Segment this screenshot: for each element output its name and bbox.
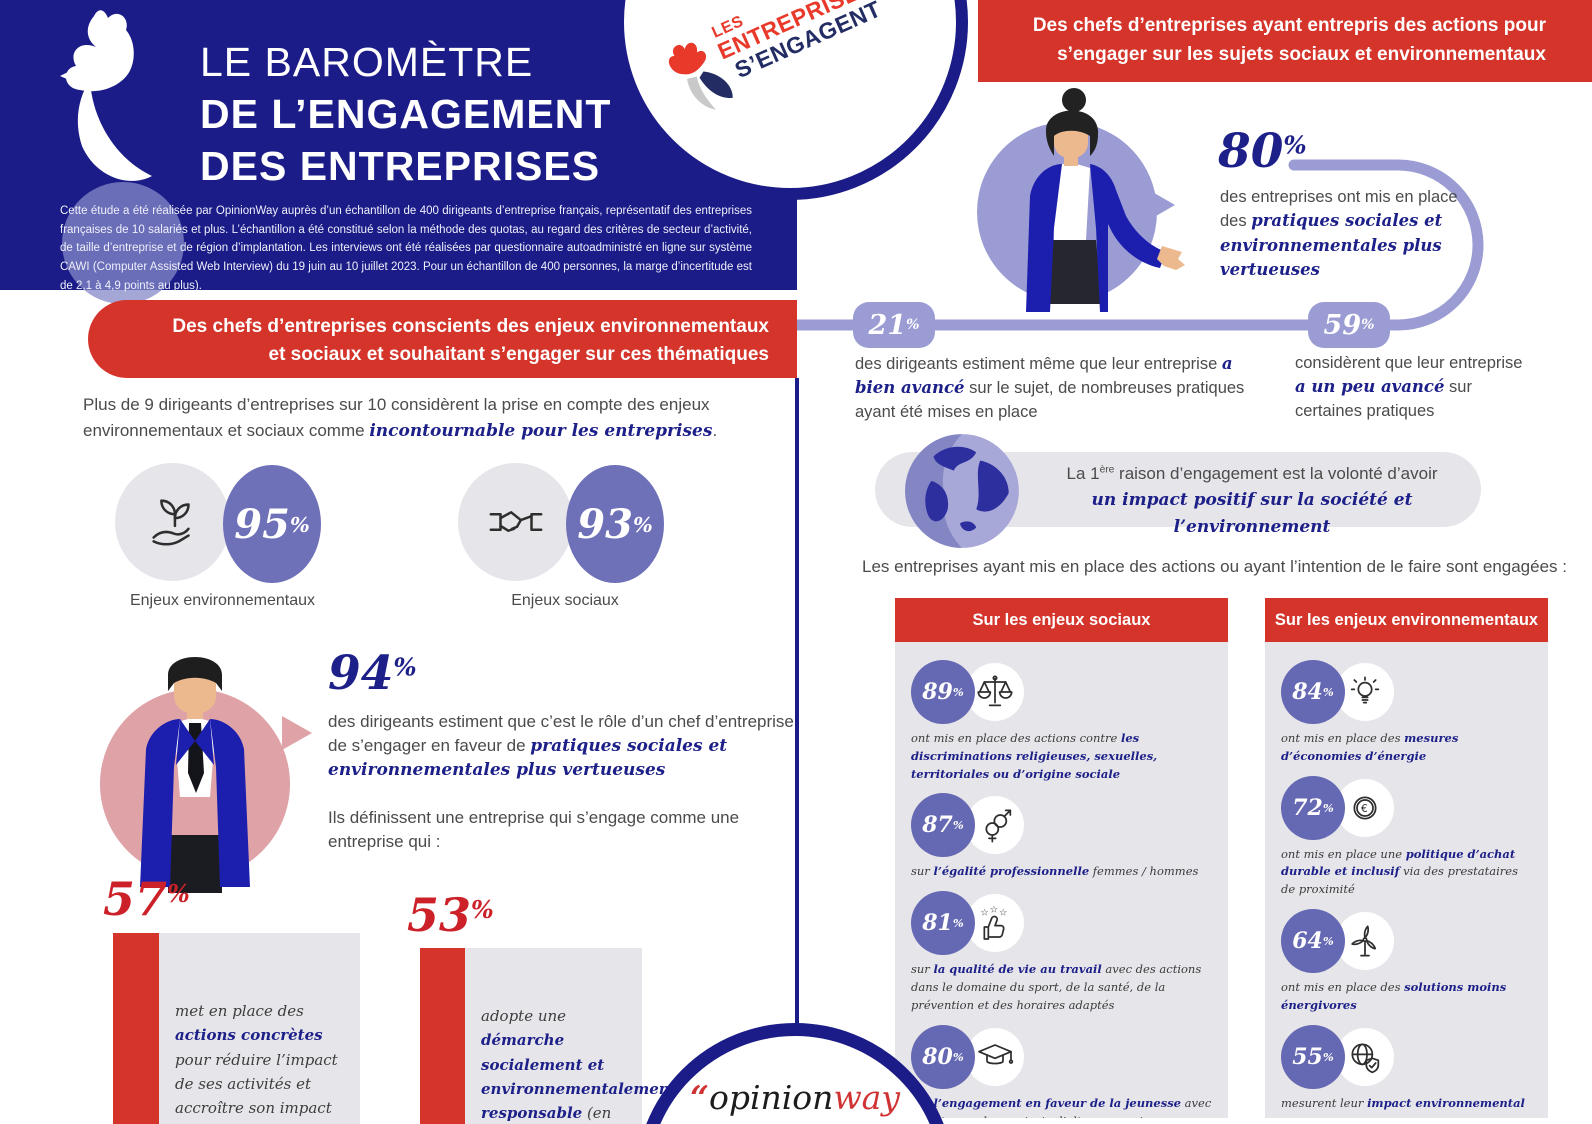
stat-80-social-item: 80% sur l’engagement en faveur de la jeu… bbox=[911, 1024, 1214, 1118]
intro-paragraph: Plus de 9 dirigeants d’entreprises sur 1… bbox=[83, 395, 718, 441]
right-section-banner: Des chefs d’entreprises ayant entrepris … bbox=[978, 0, 1592, 82]
stat-80-value: 80% bbox=[1218, 124, 1307, 179]
social-issues-column: Sur les enjeux sociaux 89% bbox=[895, 598, 1228, 1118]
stat-64-item: 64% ont mis en place des solutions moi bbox=[1281, 909, 1534, 1015]
stat-95-label: Enjeux environnementaux bbox=[129, 592, 315, 609]
title-line-2: DE L’ENGAGEMENT bbox=[200, 91, 612, 138]
environment-column-header: Sur les enjeux environnementaux bbox=[1265, 598, 1548, 642]
stat-80-social-caption: sur l’engagement en faveur de la jeuness… bbox=[911, 1095, 1212, 1118]
page-title: LE BAROMÈTRE DE L’ENGAGEMENT DES ENTREPR… bbox=[200, 36, 611, 192]
stat-64-circle: 64% bbox=[1281, 909, 1345, 974]
stat-87-caption: sur l’égalité professionnelle femmes / h… bbox=[911, 864, 1199, 879]
stat-72-circle: 72% bbox=[1281, 775, 1345, 840]
red-accent-bar bbox=[420, 948, 465, 1124]
stat-55-item: 55% mesurent leur impact environnement bbox=[1281, 1024, 1534, 1113]
plant-in-hand-icon bbox=[115, 463, 230, 581]
svg-text:€: € bbox=[1361, 802, 1368, 815]
stat-59-caption: considèrent que leur entreprise a un peu… bbox=[1295, 354, 1523, 420]
stat-57-text: met en place des actions concrètes pour … bbox=[159, 933, 360, 1124]
stat-21-caption: des dirigeants estiment même que leur en… bbox=[855, 354, 1245, 421]
stat-87-item: 87% sur l’égalité professionnelle femmes… bbox=[911, 793, 1214, 881]
define-intro: Ils définissent une entreprise qui s’eng… bbox=[328, 808, 740, 852]
stat-84-caption: ont mis en place des mesures d’économies… bbox=[1281, 731, 1459, 763]
methodology-note: Cette étude a été réalisée par OpinionWa… bbox=[60, 205, 752, 292]
businessman-illustration bbox=[100, 657, 290, 893]
stat-81-item: 81% ☆ ☆ ☆ sur la qualité de vie au trava… bbox=[911, 891, 1214, 1014]
stat-93-circle: 93% bbox=[566, 465, 664, 583]
stat-81-circle: 81% bbox=[911, 891, 975, 956]
environmental-issues-column: Sur les enjeux environnementaux 84% bbox=[1265, 598, 1548, 1118]
stat-94-value: 94% bbox=[328, 646, 417, 701]
thumbs-up-stars-icon: ☆ ☆ ☆ bbox=[966, 894, 1024, 953]
stat-80-social-circle: 80% bbox=[911, 1024, 975, 1089]
stat-64-caption: ont mis en place des solutions moins éne… bbox=[1281, 980, 1507, 1012]
stat-57-card: met en place des actions concrètes pour … bbox=[113, 933, 360, 1124]
stat-89-item: 89% ont mis en place des actions contre … bbox=[911, 660, 1214, 783]
rooster-icon bbox=[668, 42, 733, 110]
svg-text:☆: ☆ bbox=[990, 905, 998, 916]
euro-coin-icon: € bbox=[1336, 778, 1394, 837]
lightbulb-icon bbox=[1336, 663, 1394, 721]
handshake-icon bbox=[458, 463, 573, 581]
stat-87-circle: 87% bbox=[911, 793, 975, 858]
stat-53-value: 53% bbox=[407, 888, 494, 942]
stat-55-circle: 55% bbox=[1281, 1024, 1345, 1089]
stat-89-caption: ont mis en place des actions contre les … bbox=[911, 731, 1158, 781]
title-line-1: LE BAROMÈTRE bbox=[200, 39, 534, 85]
speech-triangle bbox=[282, 716, 312, 750]
graduation-cap-icon bbox=[966, 1027, 1024, 1086]
decorative-circle bbox=[62, 182, 184, 304]
svg-text:☆: ☆ bbox=[980, 908, 988, 919]
stat-84-circle: 84% bbox=[1281, 660, 1345, 724]
social-column-body: 89% ont mis en place des actions contre … bbox=[895, 642, 1228, 1118]
stat-89-circle: 89% bbox=[911, 660, 975, 724]
first-reason-text: La 1ère raison d’engagement est la volon… bbox=[1066, 464, 1438, 537]
svg-text:☆: ☆ bbox=[999, 908, 1007, 919]
social-column-header: Sur les enjeux sociaux bbox=[895, 598, 1228, 642]
red-accent-bar bbox=[113, 933, 159, 1124]
stat-94-caption: des dirigeants estiment que c’est le rôl… bbox=[328, 712, 794, 781]
rooster-silhouette-logo bbox=[60, 10, 152, 181]
stat-53-text: adopte une démarche socialement et envir… bbox=[465, 948, 677, 1124]
engaged-intro: Les entreprises ayant mis en place des a… bbox=[862, 557, 1567, 576]
wind-turbine-icon bbox=[1336, 912, 1394, 971]
left-section-banner: Des chefs d’entreprises conscients des e… bbox=[88, 300, 797, 378]
les-entreprises-sengagent-logo: LES ENTREPRISES S’ENGAGENT bbox=[655, 0, 897, 132]
stat-59-badge: 59% bbox=[1308, 302, 1390, 348]
opinionway-wordmark: “opinionway bbox=[689, 1078, 901, 1117]
stat-57-value: 57% bbox=[103, 872, 190, 926]
stat-80-caption: des entreprises ont mis en place des pra… bbox=[1220, 188, 1458, 280]
stat-72-caption: ont mis en place une politique d’achat d… bbox=[1281, 846, 1519, 897]
environment-column-body: 84% ont mis en place des mesures d’écono… bbox=[1265, 642, 1548, 1118]
scales-icon bbox=[966, 663, 1024, 721]
stat-21-badge: 21% bbox=[853, 302, 935, 348]
stat-95-circle: 95% bbox=[223, 465, 321, 583]
stat-81-caption: sur la qualité de vie au travail avec de… bbox=[911, 962, 1202, 1012]
globe-illustration bbox=[905, 434, 1019, 548]
businesswoman-illustration bbox=[977, 88, 1185, 312]
stat-53-card: adopte une démarche socialement et envir… bbox=[420, 948, 677, 1124]
stat-93-label: Enjeux sociaux bbox=[511, 592, 619, 609]
gender-symbols-icon bbox=[966, 796, 1024, 855]
stat-55-caption: mesurent leur impact environnemental bbox=[1281, 1095, 1525, 1110]
stat-72-item: 72% € ont mis en place une politique d’a… bbox=[1281, 775, 1534, 899]
column-divider bbox=[795, 378, 799, 1024]
title-line-3: DES ENTREPRISES bbox=[200, 143, 601, 190]
stat-84-item: 84% ont mis en place des mesures d’écono… bbox=[1281, 660, 1534, 766]
globe-shield-icon bbox=[1336, 1027, 1394, 1086]
speech-triangle bbox=[1149, 190, 1175, 220]
